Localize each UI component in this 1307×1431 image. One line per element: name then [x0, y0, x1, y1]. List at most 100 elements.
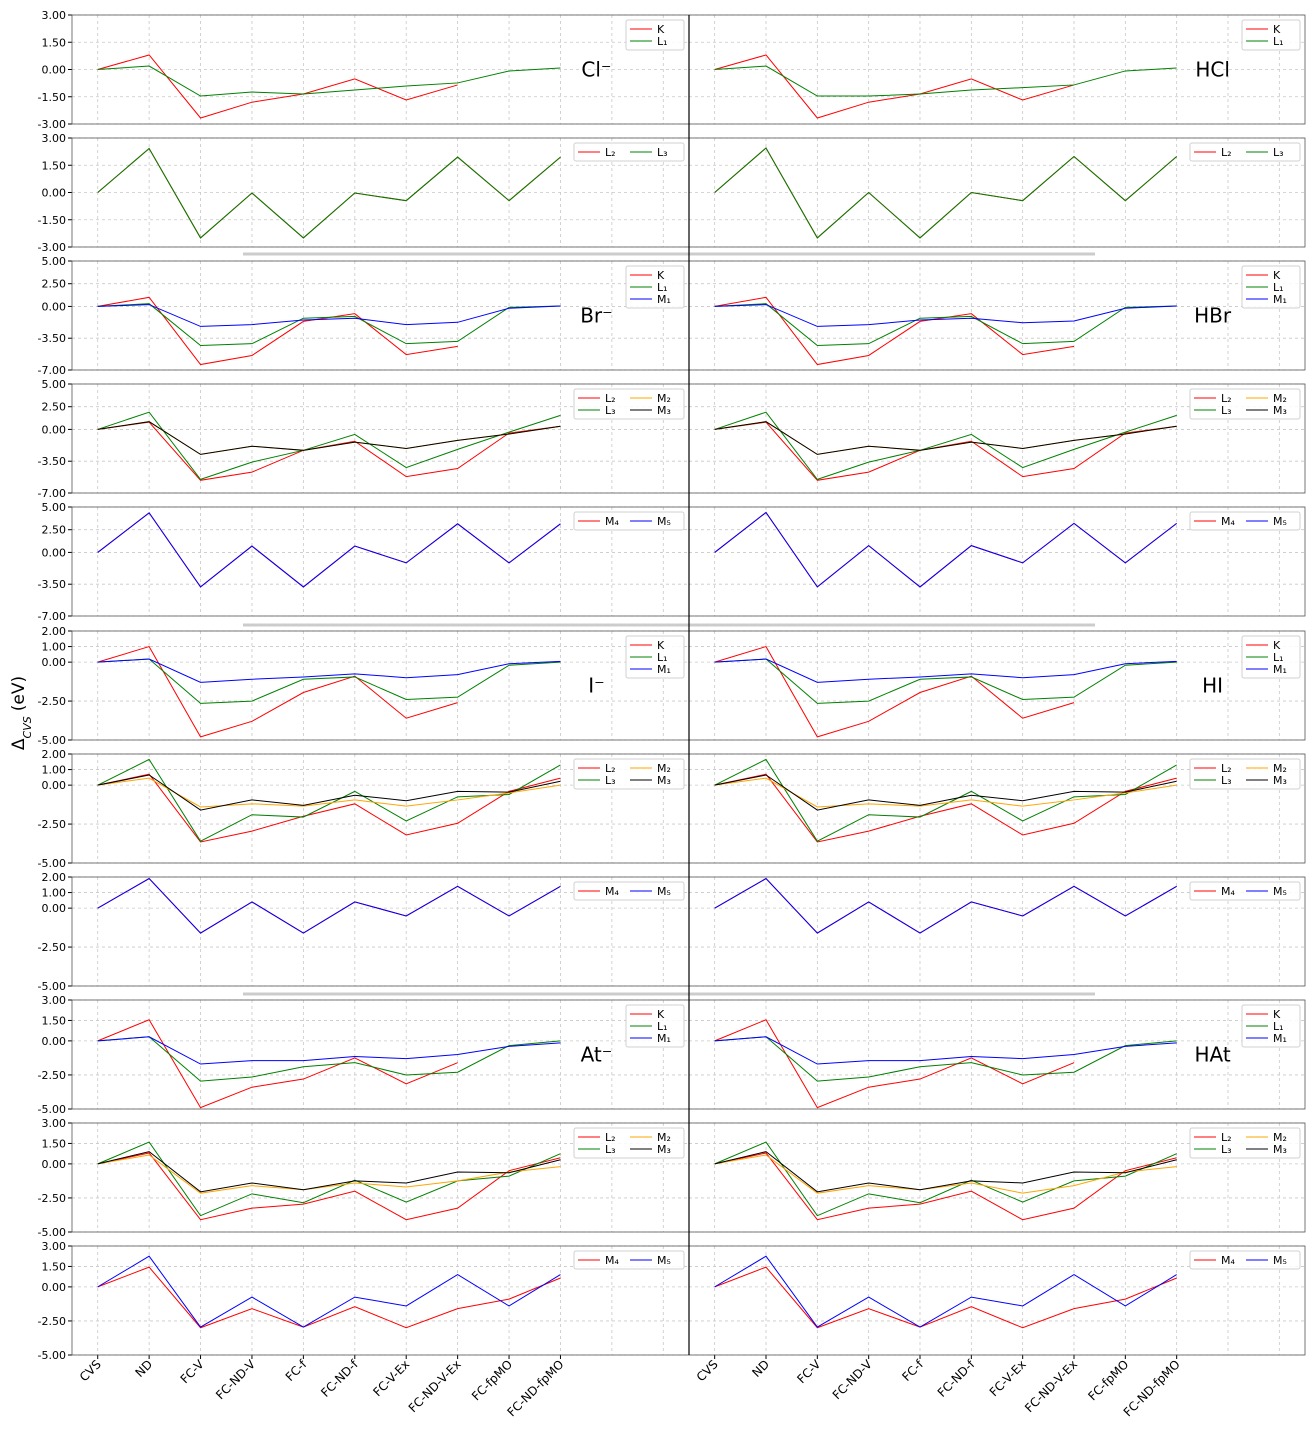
- x-tick-label: FC-f: [899, 1357, 926, 1384]
- y-tick-label: 2.50: [42, 401, 67, 414]
- legend-label: K: [657, 269, 665, 282]
- legend-box: [573, 1127, 685, 1159]
- y-tick-label: -2.50: [38, 1315, 66, 1328]
- legend-label: M₅: [657, 885, 671, 898]
- y-tick-label: 5.00: [42, 378, 67, 391]
- legend-label: K: [1273, 23, 1281, 36]
- legend-label: L₂: [1221, 392, 1232, 405]
- legend-label: L₃: [1273, 146, 1284, 159]
- series-line: [714, 658, 1177, 704]
- y-label-subscript: CVS: [21, 716, 34, 738]
- series-line: [714, 1036, 1177, 1065]
- panel-annotation: HCl: [1195, 58, 1230, 82]
- series-line: [97, 1036, 561, 1082]
- legend-label: M₁: [1273, 663, 1287, 676]
- y-tick-label: 1.50: [42, 1260, 67, 1273]
- y-tick-label: -1.50: [38, 91, 66, 104]
- y-tick-label: 1.00: [42, 764, 67, 777]
- y-tick-label: 2.00: [42, 625, 67, 638]
- x-tick-label: FC-V: [794, 1357, 824, 1387]
- x-tick-label: FC-ND-V: [830, 1357, 876, 1403]
- x-tick-label: FC-V-Ex: [987, 1357, 1029, 1399]
- panel-annotation: I⁻: [588, 674, 604, 698]
- series-line: [714, 303, 1177, 346]
- legend-label: M₁: [657, 1032, 671, 1045]
- y-tick-label: -3.50: [38, 578, 66, 591]
- legend-label: M₃: [1273, 404, 1287, 417]
- x-tick-label: CVS: [694, 1357, 721, 1384]
- series-line: [97, 758, 561, 842]
- y-tick-label: 0.00: [42, 187, 67, 200]
- legend-label: L₂: [1221, 146, 1232, 159]
- y-tick-label: 3.00: [42, 132, 67, 145]
- y-tick-label: 0.00: [42, 1035, 67, 1048]
- y-tick-label: 2.50: [42, 278, 67, 291]
- legend-box: [1189, 758, 1301, 790]
- y-tick-label: -7.00: [38, 610, 66, 623]
- legend-box: [1189, 142, 1301, 162]
- legend-label: M₅: [657, 515, 671, 528]
- y-tick-label: -5.00: [38, 857, 66, 870]
- y-tick-label: 3.00: [42, 1117, 67, 1130]
- legend-label: M₄: [605, 515, 619, 528]
- y-tick-label: 2.50: [42, 524, 67, 537]
- legend-box: [1241, 265, 1301, 309]
- series-line: [714, 1154, 1177, 1194]
- y-tick-label: -3.50: [38, 455, 66, 468]
- panel-annotation: Cl⁻: [581, 58, 611, 82]
- legend-box: [573, 881, 685, 901]
- legend-label: M₄: [1221, 1254, 1235, 1267]
- series-line: [97, 1266, 561, 1329]
- series-line: [714, 758, 1177, 842]
- series-line: [714, 421, 1177, 481]
- legend-label: L₂: [1221, 762, 1232, 775]
- group-separator: [243, 623, 1095, 627]
- legend-box: [1241, 1004, 1301, 1048]
- series-line: [97, 304, 561, 327]
- y-axis-label: ΔCVS (eV): [9, 676, 34, 750]
- series-line: [97, 1154, 561, 1194]
- legend-label: K: [1273, 639, 1281, 652]
- legend-label: L₃: [657, 146, 668, 159]
- y-tick-label: -5.00: [38, 1349, 66, 1362]
- y-tick-label: 1.50: [42, 36, 67, 49]
- legend-box: [1189, 1250, 1301, 1270]
- series-line: [97, 147, 561, 239]
- y-tick-label: 1.50: [42, 1014, 67, 1027]
- legend-label: L₂: [1221, 1131, 1232, 1144]
- legend-label: M₃: [1273, 1143, 1287, 1156]
- panel-annotation: Br⁻: [580, 304, 613, 328]
- legend-label: M₄: [1221, 515, 1235, 528]
- legend-box: [625, 1004, 685, 1048]
- panel-annotation: At⁻: [581, 1043, 613, 1067]
- y-tick-label: 1.50: [42, 159, 67, 172]
- legend-label: L₁: [1273, 281, 1284, 294]
- legend-box: [1189, 388, 1301, 420]
- y-tick-label: 0.00: [42, 1158, 67, 1171]
- series-line: [714, 1266, 1177, 1329]
- y-tick-label: 0.00: [42, 902, 67, 915]
- y-tick-label: -1.50: [38, 214, 66, 227]
- series-line: [97, 1152, 561, 1221]
- legend-label: M₅: [657, 1254, 671, 1267]
- legend-label: M₂: [1273, 1131, 1287, 1144]
- legend-box: [625, 19, 685, 51]
- series-line: [714, 511, 1177, 588]
- series-line: [714, 645, 1075, 738]
- series-line: [97, 1151, 561, 1193]
- series-line: [714, 1141, 1177, 1217]
- y-tick-label: 0.00: [42, 64, 67, 77]
- legend-label: L₃: [1221, 404, 1232, 417]
- y-tick-label: 2.00: [42, 871, 67, 884]
- legend-label: L₁: [657, 651, 668, 664]
- y-tick-label: 0.00: [42, 423, 67, 436]
- series-line: [97, 645, 458, 738]
- series-line: [97, 1019, 458, 1109]
- series-line: [97, 773, 561, 843]
- series-line: [97, 421, 561, 455]
- series-line: [714, 1255, 1177, 1328]
- series-line: [97, 1036, 561, 1065]
- y-tick-label: -5.00: [38, 980, 66, 993]
- y-tick-label: 0.00: [42, 779, 67, 792]
- series-line: [714, 65, 1177, 97]
